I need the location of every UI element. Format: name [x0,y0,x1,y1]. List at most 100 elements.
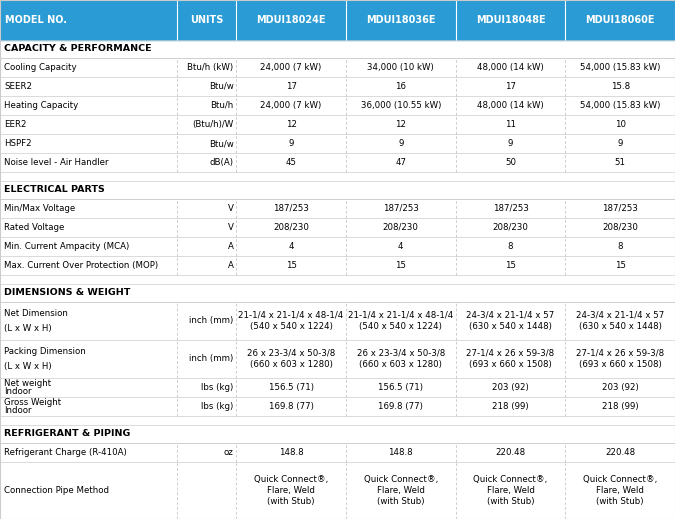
Text: 27-1/4 x 26 x 59-3/8
(693 x 660 x 1508): 27-1/4 x 26 x 59-3/8 (693 x 660 x 1508) [576,349,664,369]
Text: CAPACITY & PERFORMANCE: CAPACITY & PERFORMANCE [4,44,152,53]
Text: UNITS: UNITS [190,15,223,25]
Text: 169.8 (77): 169.8 (77) [379,402,423,411]
Text: inch (mm): inch (mm) [189,316,234,325]
Text: Quick Connect®,
Flare, Weld
(with Stub): Quick Connect®, Flare, Weld (with Stub) [254,475,328,506]
Text: 8: 8 [618,242,623,251]
Text: 208/230: 208/230 [273,223,309,232]
Text: A: A [227,242,234,251]
Text: 54,000 (15.83 kW): 54,000 (15.83 kW) [580,101,660,110]
Text: Indoor: Indoor [4,406,32,415]
Text: 12: 12 [286,120,296,129]
Bar [0,40,675,58]
Text: Max. Current Over Protection (MOP): Max. Current Over Protection (MOP) [4,261,158,270]
Text: Heating Capacity: Heating Capacity [4,101,78,110]
Text: MDUI18048E: MDUI18048E [476,15,545,25]
Text: 15: 15 [505,261,516,270]
Text: Refrigerant Charge (R-410A): Refrigerant Charge (R-410A) [4,447,127,457]
Text: Noise level - Air Handler: Noise level - Air Handler [4,158,109,167]
Text: 208/230: 208/230 [602,223,638,232]
Text: Btu/w: Btu/w [209,139,234,148]
Text: lbs (kg): lbs (kg) [201,402,234,411]
Text: ELECTRICAL PARTS: ELECTRICAL PARTS [4,185,105,194]
Bar [0,378,675,397]
Text: 148.8: 148.8 [279,447,303,457]
Bar [0,397,675,416]
Text: 187/253: 187/253 [383,204,418,213]
Text: 54,000 (15.83 kW): 54,000 (15.83 kW) [580,63,660,72]
Text: 4: 4 [288,242,294,251]
Bar [0,443,675,462]
Text: 17: 17 [505,82,516,91]
Bar [0,0,675,40]
Text: Net weight: Net weight [4,379,51,388]
Text: 187/253: 187/253 [273,204,309,213]
Text: 48,000 (14 kW): 48,000 (14 kW) [477,63,544,72]
Text: 148.8: 148.8 [389,447,413,457]
Text: Quick Connect®,
Flare, Weld
(with Stub): Quick Connect®, Flare, Weld (with Stub) [473,475,547,506]
Text: Net Dimension: Net Dimension [4,308,68,318]
Text: A: A [227,261,234,270]
Text: 203 (92): 203 (92) [492,383,529,392]
Text: 34,000 (10 kW): 34,000 (10 kW) [367,63,434,72]
Text: SEER2: SEER2 [4,82,32,91]
Text: 26 x 23-3/4 x 50-3/8
(660 x 603 x 1280): 26 x 23-3/4 x 50-3/8 (660 x 603 x 1280) [247,349,335,369]
Text: dB(A): dB(A) [209,158,234,167]
Text: Quick Connect®,
Flare, Weld
(with Stub): Quick Connect®, Flare, Weld (with Stub) [583,475,657,506]
Text: 50: 50 [505,158,516,167]
Text: 16: 16 [396,82,406,91]
Text: Gross Weight: Gross Weight [4,398,61,407]
Text: 156.5 (71): 156.5 (71) [378,383,423,392]
Text: 26 x 23-3/4 x 50-3/8
(660 x 603 x 1280): 26 x 23-3/4 x 50-3/8 (660 x 603 x 1280) [356,349,445,369]
Text: Quick Connect®,
Flare, Weld
(with Stub): Quick Connect®, Flare, Weld (with Stub) [364,475,438,506]
Text: 24-3/4 x 21-1/4 x 57
(630 x 540 x 1448): 24-3/4 x 21-1/4 x 57 (630 x 540 x 1448) [466,310,555,331]
Text: Connection Pipe Method: Connection Pipe Method [4,486,109,495]
Bar [0,340,675,378]
Text: 10: 10 [615,120,626,129]
Text: MODEL NO.: MODEL NO. [5,15,68,25]
Text: V: V [227,223,234,232]
Bar [0,199,675,218]
Bar [0,115,675,134]
Text: 11: 11 [505,120,516,129]
Text: inch (mm): inch (mm) [189,354,234,363]
Text: 24,000 (7 kW): 24,000 (7 kW) [261,63,322,72]
Text: 15: 15 [396,261,406,270]
Text: DIMENSIONS & WEIGHT: DIMENSIONS & WEIGHT [4,288,130,297]
Text: Min/Max Voltage: Min/Max Voltage [4,204,76,213]
Text: Btu/w: Btu/w [209,82,234,91]
Text: REFRIGERANT & PIPING: REFRIGERANT & PIPING [4,429,130,438]
Text: 187/253: 187/253 [493,204,529,213]
Text: 203 (92): 203 (92) [602,383,639,392]
Text: 24-3/4 x 21-1/4 x 57
(630 x 540 x 1448): 24-3/4 x 21-1/4 x 57 (630 x 540 x 1448) [576,310,664,331]
Text: 48,000 (14 kW): 48,000 (14 kW) [477,101,544,110]
Bar [0,237,675,256]
Text: 156.5 (71): 156.5 (71) [269,383,314,392]
Bar [0,218,675,237]
Bar [0,256,675,275]
Text: 187/253: 187/253 [602,204,638,213]
Text: Packing Dimension: Packing Dimension [4,347,86,356]
Text: 4: 4 [398,242,404,251]
Text: lbs (kg): lbs (kg) [201,383,234,392]
Text: 169.8 (77): 169.8 (77) [269,402,313,411]
Bar [0,284,675,302]
Text: 8: 8 [508,242,513,251]
Text: 51: 51 [615,158,626,167]
Bar [0,134,675,153]
Text: 15: 15 [286,261,296,270]
Text: 218 (99): 218 (99) [602,402,639,411]
Text: 47: 47 [396,158,406,167]
Text: 218 (99): 218 (99) [492,402,529,411]
Text: oz: oz [224,447,234,457]
Text: V: V [227,204,234,213]
Text: 208/230: 208/230 [493,223,529,232]
Text: 15.8: 15.8 [611,82,630,91]
Bar [0,96,675,115]
Text: 9: 9 [288,139,294,148]
Text: (L x W x H): (L x W x H) [4,324,52,333]
Text: 220.48: 220.48 [605,447,635,457]
Text: Min. Current Ampacity (MCA): Min. Current Ampacity (MCA) [4,242,130,251]
Text: Btu/h (kW): Btu/h (kW) [188,63,234,72]
Bar [0,181,675,199]
Text: Cooling Capacity: Cooling Capacity [4,63,77,72]
